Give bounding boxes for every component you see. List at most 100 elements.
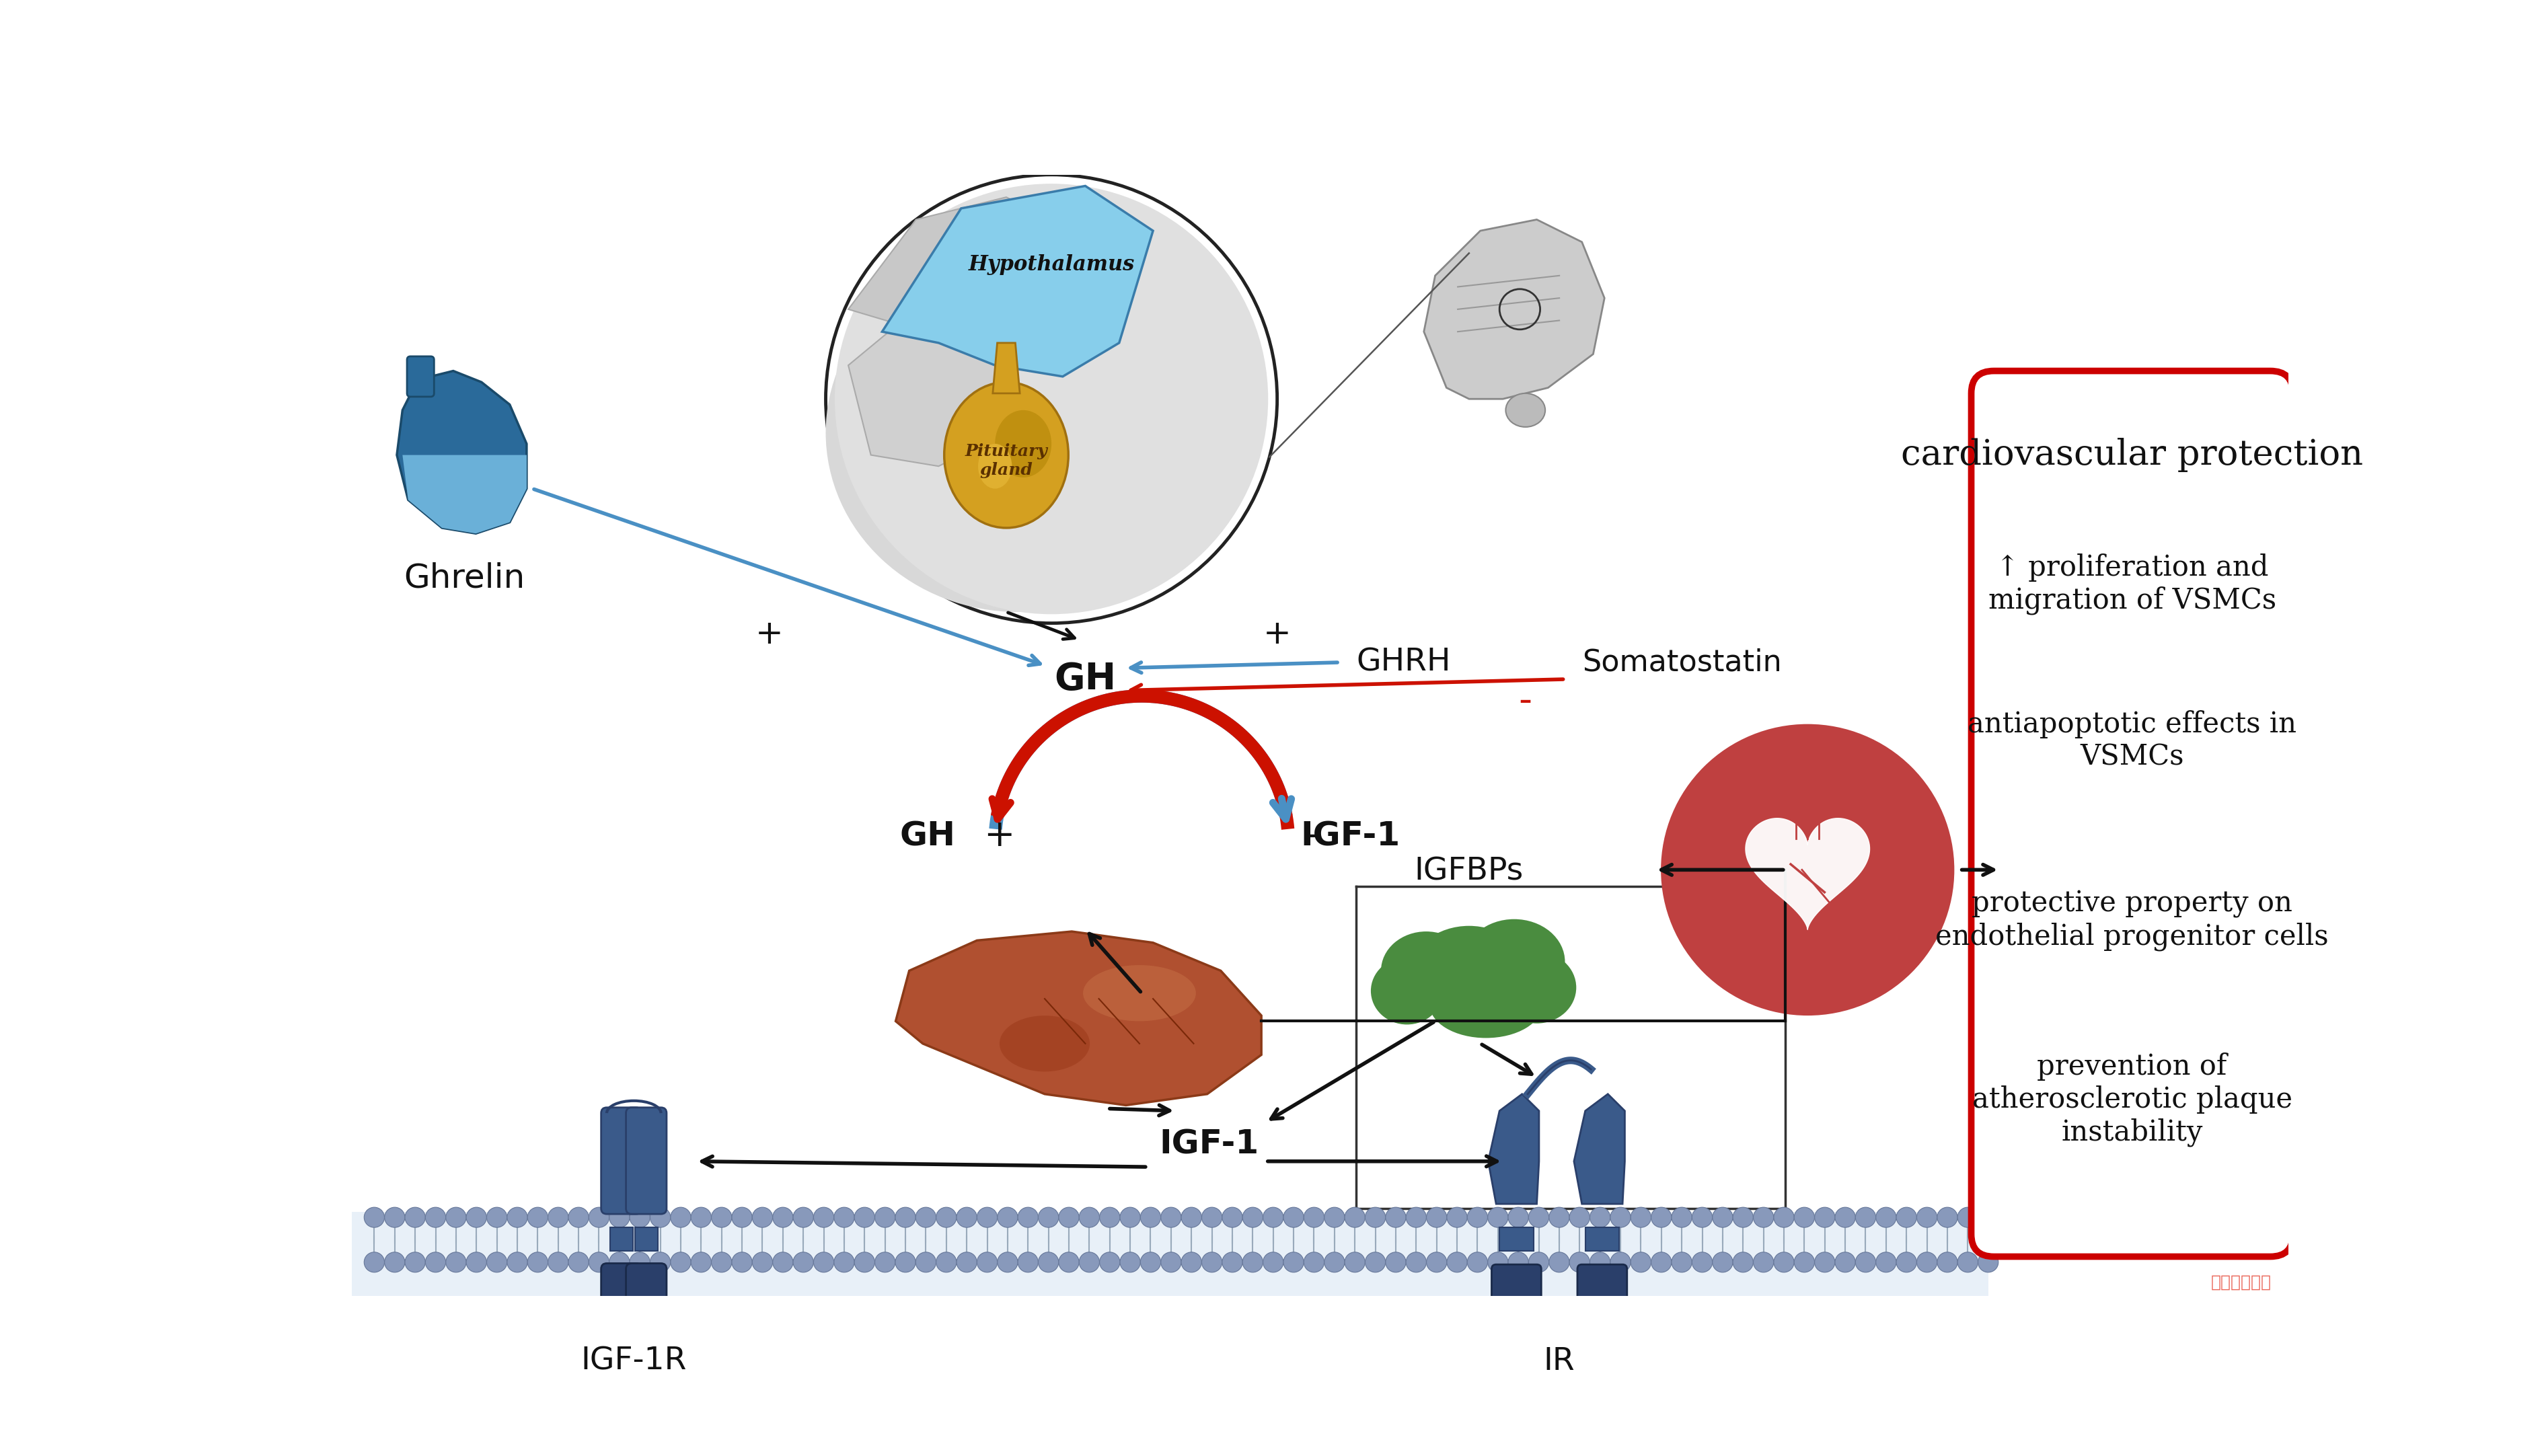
Circle shape xyxy=(1711,1207,1731,1227)
Circle shape xyxy=(1815,1252,1835,1273)
Circle shape xyxy=(1243,1252,1263,1273)
Circle shape xyxy=(549,1252,569,1273)
Circle shape xyxy=(752,1207,773,1227)
Circle shape xyxy=(506,1252,526,1273)
Circle shape xyxy=(1528,1207,1548,1227)
Circle shape xyxy=(1589,1207,1609,1227)
Ellipse shape xyxy=(979,444,1012,489)
Circle shape xyxy=(1078,1207,1098,1227)
Circle shape xyxy=(1876,1207,1896,1227)
Circle shape xyxy=(384,1207,404,1227)
Circle shape xyxy=(1670,1207,1690,1227)
Text: Ghrelin: Ghrelin xyxy=(404,562,526,594)
Circle shape xyxy=(404,1252,425,1273)
Circle shape xyxy=(1670,1252,1690,1273)
Circle shape xyxy=(1426,1207,1446,1227)
Circle shape xyxy=(1978,1207,1998,1227)
Circle shape xyxy=(1589,1252,1609,1273)
Text: +: + xyxy=(984,818,1014,855)
Circle shape xyxy=(1650,1252,1670,1273)
Circle shape xyxy=(874,1252,895,1273)
Circle shape xyxy=(1243,1207,1263,1227)
Circle shape xyxy=(1548,1207,1568,1227)
Circle shape xyxy=(1037,1207,1057,1227)
Circle shape xyxy=(1568,1207,1589,1227)
Circle shape xyxy=(1609,1252,1629,1273)
Circle shape xyxy=(384,1252,404,1273)
Ellipse shape xyxy=(1497,952,1576,1024)
FancyBboxPatch shape xyxy=(351,1211,1988,1296)
Polygon shape xyxy=(895,932,1261,1105)
Circle shape xyxy=(630,1252,651,1273)
Text: protective property on
endothelial progenitor cells: protective property on endothelial proge… xyxy=(1934,890,2328,951)
Polygon shape xyxy=(1487,1093,1538,1204)
Circle shape xyxy=(1896,1207,1917,1227)
Circle shape xyxy=(1406,1207,1426,1227)
Circle shape xyxy=(486,1207,506,1227)
Circle shape xyxy=(1202,1252,1223,1273)
Circle shape xyxy=(610,1207,630,1227)
Circle shape xyxy=(1263,1252,1284,1273)
FancyBboxPatch shape xyxy=(625,1264,666,1332)
Text: Hypothalamus: Hypothalamus xyxy=(969,253,1134,275)
Polygon shape xyxy=(991,342,1019,393)
Circle shape xyxy=(1609,1207,1629,1227)
FancyBboxPatch shape xyxy=(600,1108,641,1214)
Circle shape xyxy=(1568,1252,1589,1273)
Circle shape xyxy=(976,1207,996,1227)
Circle shape xyxy=(1629,1252,1650,1273)
Circle shape xyxy=(569,1207,590,1227)
Text: GH: GH xyxy=(1055,661,1116,697)
Circle shape xyxy=(1978,1252,1998,1273)
Circle shape xyxy=(996,1207,1017,1227)
Circle shape xyxy=(1629,1207,1650,1227)
Circle shape xyxy=(1098,1207,1118,1227)
Circle shape xyxy=(1284,1207,1304,1227)
Bar xyxy=(636,1227,658,1251)
Text: +: + xyxy=(1263,619,1291,651)
Circle shape xyxy=(874,1207,895,1227)
Circle shape xyxy=(549,1207,569,1227)
Polygon shape xyxy=(849,309,1007,466)
Circle shape xyxy=(1385,1207,1406,1227)
Circle shape xyxy=(1690,1252,1711,1273)
Circle shape xyxy=(935,1207,956,1227)
Circle shape xyxy=(1548,1252,1568,1273)
Text: GH: GH xyxy=(900,820,956,852)
Bar xyxy=(610,1227,633,1251)
Circle shape xyxy=(1835,1207,1856,1227)
Circle shape xyxy=(1856,1252,1876,1273)
Text: IGF-1R: IGF-1R xyxy=(580,1347,686,1376)
Circle shape xyxy=(1917,1252,1937,1273)
Circle shape xyxy=(1896,1252,1917,1273)
Text: +: + xyxy=(755,619,783,651)
Circle shape xyxy=(834,1252,854,1273)
Circle shape xyxy=(1057,1252,1078,1273)
Bar xyxy=(1584,1227,1619,1251)
Circle shape xyxy=(445,1252,465,1273)
Circle shape xyxy=(712,1207,732,1227)
Ellipse shape xyxy=(1083,965,1195,1021)
Circle shape xyxy=(956,1252,976,1273)
Circle shape xyxy=(1835,1252,1856,1273)
Circle shape xyxy=(1856,1207,1876,1227)
Circle shape xyxy=(1937,1252,1957,1273)
Circle shape xyxy=(1304,1207,1324,1227)
Ellipse shape xyxy=(943,381,1068,529)
Circle shape xyxy=(1467,1252,1487,1273)
Circle shape xyxy=(1162,1207,1182,1227)
Polygon shape xyxy=(402,454,526,533)
Ellipse shape xyxy=(826,253,1210,612)
Circle shape xyxy=(915,1252,935,1273)
Circle shape xyxy=(813,1252,834,1273)
Circle shape xyxy=(1467,1207,1487,1227)
Circle shape xyxy=(793,1207,813,1227)
Circle shape xyxy=(732,1252,752,1273)
Ellipse shape xyxy=(994,411,1052,478)
Text: antiapoptotic effects in
VSMCs: antiapoptotic effects in VSMCs xyxy=(1968,711,2295,772)
Circle shape xyxy=(854,1207,874,1227)
Polygon shape xyxy=(849,197,1073,342)
Bar xyxy=(1500,1227,1533,1251)
Circle shape xyxy=(895,1252,915,1273)
Circle shape xyxy=(712,1252,732,1273)
